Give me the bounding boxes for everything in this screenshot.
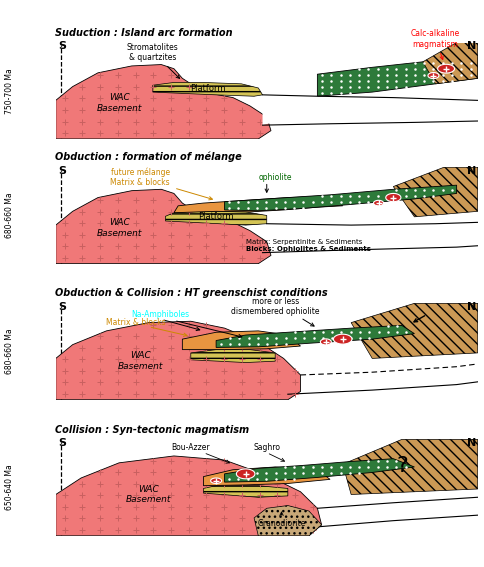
Text: Collision : Syn-tectonic magmatism: Collision : Syn-tectonic magmatism: [55, 425, 249, 434]
Text: WAC
Basement: WAC Basement: [96, 94, 141, 113]
Text: 750-700 Ma: 750-700 Ma: [5, 68, 14, 113]
Text: S: S: [58, 438, 66, 448]
Text: future mélange
Matrix & blocks: future mélange Matrix & blocks: [110, 167, 169, 187]
Text: more or less
dismembered ophiolite: more or less dismembered ophiolite: [230, 297, 319, 316]
Polygon shape: [427, 73, 438, 79]
Text: Na-Amphiboles: Na-Amphiboles: [132, 310, 189, 319]
Text: S: S: [58, 41, 66, 52]
Text: Obduction & Collision : HT greenschist conditions: Obduction & Collision : HT greenschist c…: [55, 289, 327, 298]
Text: S: S: [58, 302, 66, 312]
Polygon shape: [254, 506, 321, 536]
Text: Matrix: Serpentinite & Sediments: Matrix: Serpentinite & Sediments: [245, 239, 361, 245]
Polygon shape: [165, 211, 266, 225]
Text: Bou-Azzer: Bou-Azzer: [171, 443, 210, 452]
Polygon shape: [56, 65, 271, 139]
Polygon shape: [203, 486, 287, 497]
Text: Calc-alkaline
magmatism: Calc-alkaline magmatism: [410, 29, 459, 49]
Polygon shape: [56, 189, 271, 264]
Polygon shape: [182, 331, 300, 350]
Polygon shape: [224, 185, 456, 211]
Text: 650-640 Ma: 650-640 Ma: [5, 465, 14, 510]
Text: Matrix & blocks: Matrix & blocks: [106, 318, 166, 327]
Text: WAC
Basement: WAC Basement: [96, 218, 141, 238]
Polygon shape: [317, 58, 477, 96]
Text: N: N: [466, 41, 475, 52]
Polygon shape: [385, 193, 400, 202]
Polygon shape: [56, 456, 321, 536]
Polygon shape: [216, 325, 413, 348]
Text: Platform: Platform: [198, 212, 233, 221]
Text: Stromatolites
& quartzites: Stromatolites & quartzites: [127, 43, 178, 62]
Polygon shape: [350, 303, 477, 358]
Polygon shape: [210, 478, 221, 484]
Polygon shape: [393, 167, 477, 217]
Text: Obduction : formation of mélange: Obduction : formation of mélange: [55, 152, 241, 162]
Polygon shape: [56, 321, 300, 400]
Text: N: N: [466, 166, 475, 176]
Text: N: N: [466, 302, 475, 312]
Polygon shape: [190, 350, 274, 362]
Polygon shape: [333, 334, 351, 344]
Text: Suduction : Island arc formation: Suduction : Island arc formation: [55, 28, 232, 37]
Polygon shape: [320, 339, 331, 345]
Polygon shape: [203, 467, 329, 486]
Text: Blocks: Ophiolites & Sediments: Blocks: Ophiolites & Sediments: [245, 246, 370, 252]
Polygon shape: [437, 64, 454, 73]
Polygon shape: [174, 196, 342, 213]
Polygon shape: [373, 200, 383, 206]
Polygon shape: [342, 439, 477, 494]
Polygon shape: [224, 459, 413, 482]
Text: ophiolite: ophiolite: [258, 173, 291, 181]
Text: Granodiorite: Granodiorite: [257, 519, 305, 528]
Text: 680-660 Ma: 680-660 Ma: [5, 329, 14, 374]
Polygon shape: [152, 82, 262, 96]
Text: WAC
Basement: WAC Basement: [117, 352, 163, 371]
Text: N: N: [466, 438, 475, 448]
Text: ?: ?: [395, 456, 407, 476]
Text: Saghro: Saghro: [253, 443, 280, 452]
Polygon shape: [236, 469, 255, 479]
Polygon shape: [262, 95, 317, 125]
Text: Platform: Platform: [190, 84, 225, 93]
Polygon shape: [422, 43, 477, 84]
Text: WAC
Basement: WAC Basement: [126, 485, 171, 504]
Text: 680-660 Ma: 680-660 Ma: [5, 193, 14, 238]
Text: S: S: [58, 166, 66, 176]
